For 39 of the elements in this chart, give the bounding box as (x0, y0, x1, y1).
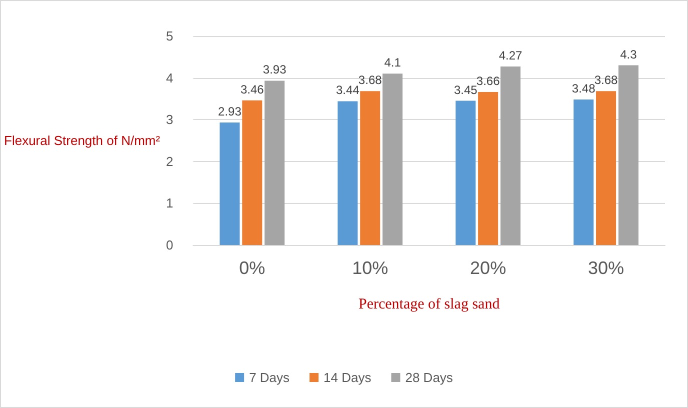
bar (382, 74, 403, 245)
y-tick-label: 4 (166, 70, 174, 86)
bar (500, 66, 521, 245)
data-label: 3.68 (594, 73, 618, 88)
y-tick-label: 5 (166, 28, 174, 44)
bar (478, 92, 498, 245)
bar (456, 100, 476, 245)
bar (242, 100, 262, 245)
y-tick-label: 0 (166, 238, 174, 252)
bar (338, 101, 358, 245)
x-tick-label: 30% (588, 258, 624, 278)
y-tick-label: 1 (166, 196, 174, 211)
data-label: 3.46 (240, 82, 264, 96)
bar (596, 91, 616, 245)
data-label: 3.93 (262, 62, 287, 77)
data-label: 3.44 (336, 83, 360, 98)
data-label: 3.45 (454, 82, 478, 97)
data-label: 4.27 (498, 48, 522, 63)
data-label: 4.1 (384, 56, 402, 70)
bar (618, 65, 638, 245)
x-tick-label: 20% (470, 258, 506, 278)
y-tick-label: 3 (166, 112, 174, 128)
data-label: 3.68 (358, 73, 382, 88)
x-tick-label: 0% (239, 258, 266, 278)
legend-label: 28 Days (405, 370, 454, 385)
x-tick-label: 10% (352, 258, 388, 278)
data-label: 3.48 (572, 82, 596, 96)
legend-label: 14 Days (324, 370, 372, 385)
x-axis-title: Percentage of slag sand (358, 296, 500, 312)
legend-label: 7 Days (249, 370, 290, 385)
y-axis-title: Flexural Strength of N/mm² (4, 133, 161, 148)
data-label: 2.93 (218, 104, 242, 119)
bar (360, 91, 380, 245)
y-tick-label: 2 (166, 154, 174, 169)
bar (220, 122, 240, 245)
data-label: 4.3 (620, 47, 638, 62)
bar (264, 80, 285, 245)
bar (574, 100, 594, 245)
data-label: 3.66 (476, 74, 500, 88)
